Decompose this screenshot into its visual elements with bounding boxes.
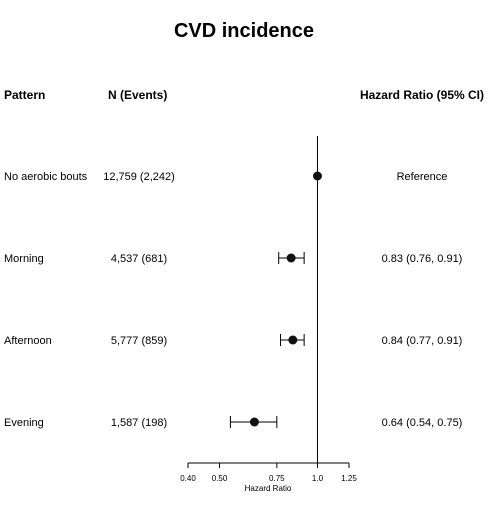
- x-tick-label: 0.50: [212, 474, 228, 483]
- row-n-events: 4,537 (681): [111, 253, 167, 265]
- row-hazard-ratio-text: 0.84 (0.77, 0.91): [382, 335, 463, 347]
- point-estimate: [286, 253, 296, 263]
- column-header-pattern: Pattern: [4, 88, 45, 102]
- row-n-events: 5,777 (859): [111, 335, 167, 347]
- x-tick-label: 1.25: [341, 474, 357, 483]
- row-hazard-ratio-text: 0.64 (0.54, 0.75): [382, 417, 463, 429]
- column-header-n-events: N (Events): [108, 88, 167, 102]
- row-pattern-label: Evening: [4, 417, 44, 429]
- x-axis-label: Hazard Ratio: [245, 484, 292, 493]
- x-tick-label: 0.75: [269, 474, 285, 483]
- row-pattern-label: Morning: [4, 253, 44, 265]
- point-estimate: [288, 335, 298, 345]
- marks-layer: [229, 171, 322, 428]
- x-tick-label: 0.40: [180, 474, 196, 483]
- row-hazard-ratio-text: 0.83 (0.76, 0.91): [382, 253, 463, 265]
- row-hazard-ratio-text: Reference: [397, 171, 448, 183]
- row-n-events: 12,759 (2,242): [103, 171, 175, 183]
- column-header-hazard-ratio: Hazard Ratio (95% CI): [360, 88, 484, 102]
- row-pattern-label: No aerobic bouts: [4, 171, 88, 183]
- point-estimate: [249, 417, 259, 427]
- chart-title: CVD incidence: [174, 20, 314, 42]
- row-pattern-label: Afternoon: [4, 335, 52, 347]
- row-n-events: 1,587 (198): [111, 417, 167, 429]
- x-axis-ticks: 0.40 0.50 0.75 1.0 1.25: [180, 463, 357, 483]
- rows-layer: No aerobic bouts 12,759 (2,242) Reference M…: [4, 171, 462, 429]
- x-tick-label: 1.0: [312, 474, 324, 483]
- point-estimate: [312, 171, 322, 181]
- x-axis: 0.40 0.50 0.75 1.0 1.25 Hazard Ratio: [180, 462, 357, 493]
